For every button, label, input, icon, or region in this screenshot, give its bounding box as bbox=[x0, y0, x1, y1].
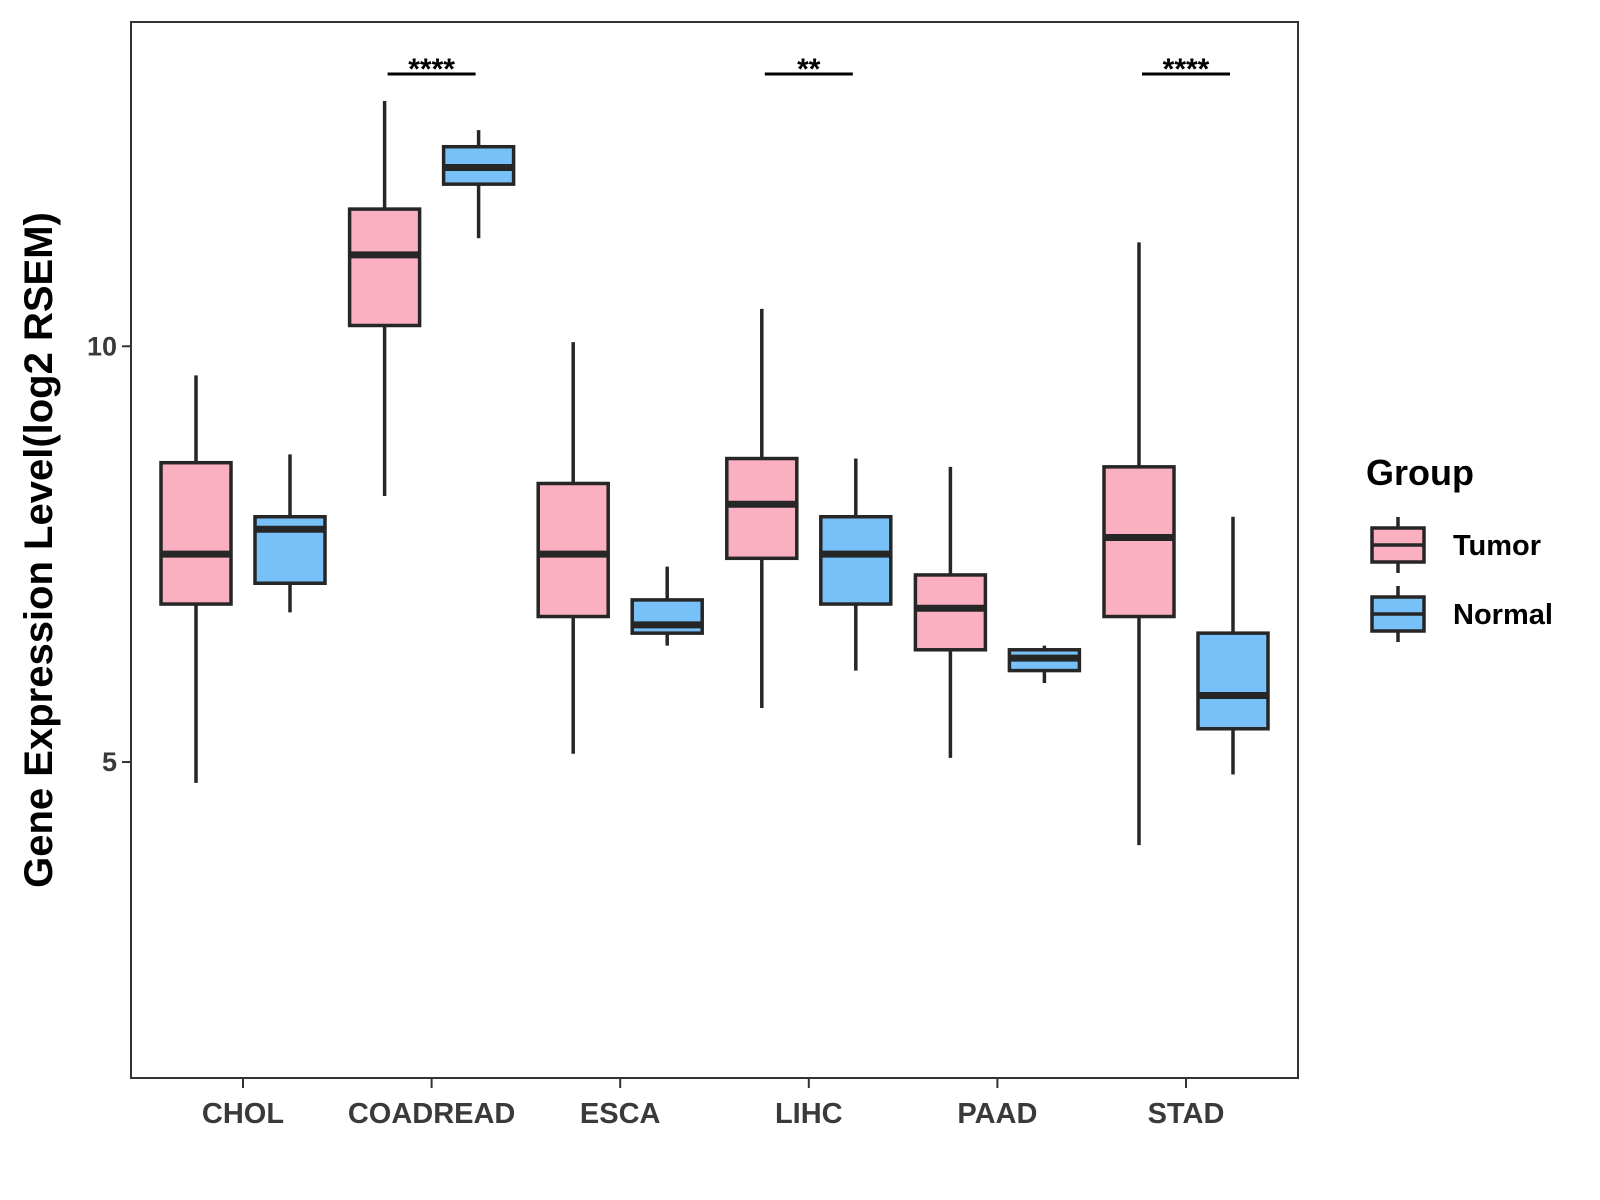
box-tumor-lihc bbox=[725, 456, 799, 561]
y-tick-label-10: 10 bbox=[87, 331, 117, 361]
box-normal-lihc bbox=[819, 514, 893, 606]
legend-label-tumor: Tumor bbox=[1453, 530, 1541, 562]
legend-title: Group bbox=[1366, 452, 1474, 493]
x-axis: CHOL COADREAD ESCA LIHC PAAD STAD bbox=[202, 1078, 1224, 1130]
x-tick-label-esca: ESCA bbox=[580, 1098, 661, 1130]
series-tumor bbox=[159, 100, 1176, 846]
box-tumor-chol bbox=[159, 460, 233, 606]
box-normal-stad bbox=[1196, 631, 1270, 731]
significance-label-stad: **** bbox=[1163, 53, 1210, 86]
x-tick-label-stad: STAD bbox=[1148, 1098, 1225, 1130]
legend-label-normal: Normal bbox=[1453, 599, 1553, 631]
x-tick-label-paad: PAAD bbox=[957, 1098, 1037, 1130]
x-tick-label-lihc: LIHC bbox=[775, 1098, 843, 1130]
x-tick-label-coadread: COADREAD bbox=[348, 1098, 516, 1130]
box-tumor-stad bbox=[1102, 465, 1176, 619]
legend: Group Tumor Normal bbox=[1366, 452, 1553, 642]
box-tumor-esca bbox=[536, 481, 610, 619]
plot-marks: **** ** **** bbox=[159, 53, 1270, 846]
significance-label-coadread: **** bbox=[408, 53, 455, 86]
series-normal bbox=[253, 130, 1270, 775]
x-tick-label-chol: CHOL bbox=[202, 1098, 284, 1130]
box-tumor-paad bbox=[913, 573, 988, 652]
y-axis-title: Gene Expression Level(log2 RSEM) bbox=[17, 212, 61, 888]
y-axis: 5 10 bbox=[87, 331, 131, 777]
box-tumor-coadread bbox=[347, 207, 422, 328]
y-tick-label-5: 5 bbox=[102, 747, 117, 777]
significance-label-lihc: ** bbox=[797, 53, 821, 86]
